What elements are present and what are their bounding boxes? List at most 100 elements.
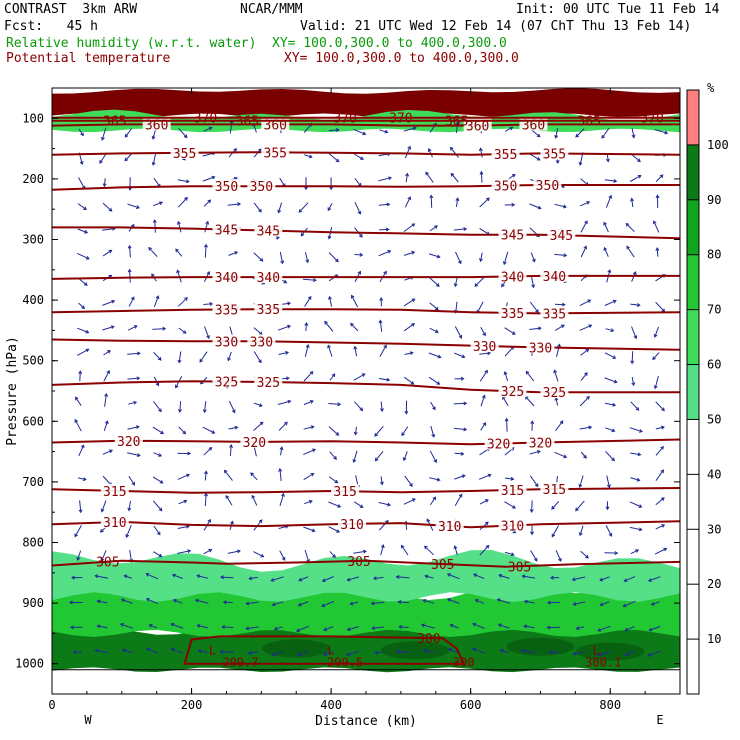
y-tick-label: 600 [22,414,44,428]
colorbar: 10 20 30 40 50 60 70 80 90 100% [686,81,729,695]
wind-arrow [479,351,492,356]
wind-arrow [446,598,460,604]
wind-arrow [196,574,209,579]
theta-label-325: 325 [501,385,524,400]
theta-label-bg [526,435,555,449]
wind-arrow [579,425,593,430]
y-axis-label: Pressure (hPa) [5,336,20,446]
wind-arrow [454,352,466,359]
wind-arrow [203,446,213,456]
wind-arrow [354,401,364,412]
wind-arrow [474,277,485,287]
wind-arrow [202,175,216,182]
wind-arrow [177,549,192,554]
theta-label-315: 315 [103,485,126,500]
wind-arrow [170,647,184,654]
wind-arrow [204,326,210,340]
wind-arrow [479,369,488,382]
wind-arrow [148,623,158,629]
wind-arrow [177,451,192,456]
wind-arrow [403,250,416,256]
wind-arrow [102,325,115,331]
wind-arrow [473,573,485,580]
wind-arrow [199,351,208,363]
wind-arrow [530,550,538,562]
theta-label-350: 350 [536,179,559,194]
theta-label-300: 300 [417,632,440,647]
wind-arrow [278,467,283,482]
wind-arrow [298,576,309,582]
wind-arrow [328,476,339,484]
wind-arrow [523,624,535,629]
wind-arrow [228,400,236,414]
theta-label-305: 305 [431,558,454,573]
wind-arrow [127,203,140,209]
wind-arrow [572,601,586,606]
wind-arrow [220,575,234,580]
wind-arrow [196,624,209,629]
wind-arrow [404,376,415,385]
theta-label-355: 355 [543,148,566,163]
wind-arrow [479,544,490,556]
wind-arrow [153,551,163,558]
wind-arrow [430,401,436,411]
wind-arrow [429,477,441,482]
wind-arrow [422,648,435,654]
wind-arrow [119,622,134,629]
theta-label-320: 320 [529,437,552,452]
wind-arrow [498,573,510,579]
wind-arrow [480,327,486,337]
wind-arrow [655,301,666,313]
theta-label-bg [498,482,527,496]
wind-arrow [403,323,415,332]
wind-arrow [203,302,214,307]
wind-arrow [100,500,107,513]
wind-arrow [152,426,165,435]
wind-arrow [530,525,535,536]
wind-arrow [548,650,560,655]
theta-field-xy: XY= 100.0,300.0 to 400.0,300.0 [284,51,519,66]
wind-arrow [504,346,515,357]
theta-label-370: 370 [389,112,412,127]
wind-arrow [170,622,184,629]
wind-arrow [303,472,315,481]
wind-arrow [77,477,87,482]
theta-label-bg [254,375,283,389]
wind-arrow [302,278,317,283]
wind-arrow [631,326,638,340]
x-tick-label: 200 [181,698,203,712]
theta-contour-350 [52,184,680,191]
wind-arrow [474,598,484,604]
theta-label-315: 315 [501,484,524,499]
theta-label-355: 355 [173,147,196,162]
wind-arrow [128,296,135,307]
wind-arrow [401,426,409,437]
wind-arrow [203,199,212,207]
wind-arrow [345,650,360,657]
wind-arrow [580,550,589,559]
wind-arrow [327,344,333,357]
low-marker: L [209,644,216,658]
wind-arrow [227,202,242,207]
wind-arrow [529,475,539,488]
low-marker: L [593,644,600,658]
theta-label-315: 315 [543,483,566,498]
theta-label-305: 305 [347,555,370,570]
wind-arrow [597,650,611,657]
wind-arrow [228,251,239,256]
wind-arrow [124,153,133,162]
rh-fill-layer [52,88,680,673]
wind-arrow [453,427,468,432]
wind-arrow [171,573,183,579]
wind-arrow [177,473,190,480]
wind-arrow [328,252,339,263]
wind-arrow [328,402,342,407]
wind-arrow [429,302,439,311]
wind-arrow [630,351,635,365]
y-tick-label: 400 [22,293,44,307]
wind-arrow [277,399,292,405]
wind-arrow [74,418,82,432]
wind-arrow [323,626,334,632]
wind-arrow [298,202,309,213]
wind-arrow [177,297,188,307]
